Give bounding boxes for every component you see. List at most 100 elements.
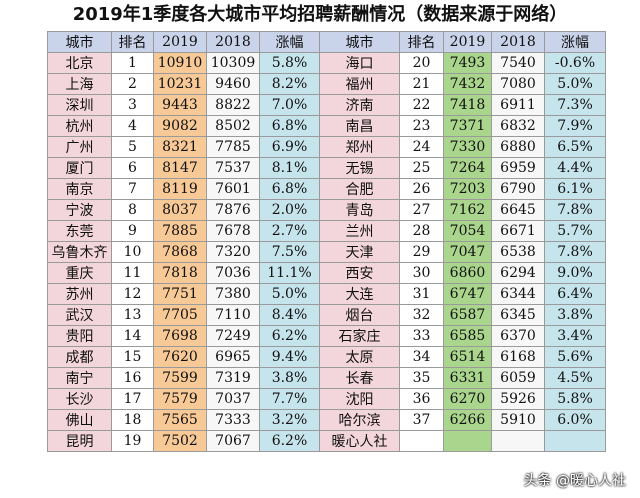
salary-2019-cell xyxy=(443,430,492,452)
growth-cell: 4.5% xyxy=(544,367,606,389)
salary-2019-cell: 10910 xyxy=(153,52,207,74)
rank-cell: 2 xyxy=(111,73,154,95)
salary-2019-cell: 7162 xyxy=(443,199,492,221)
city-cell: 天津 xyxy=(319,241,400,263)
page-title: 2019年1季度各大城市平均招聘薪酬情况（数据来源于网络） xyxy=(72,4,568,25)
salary-2018-cell: 6671 xyxy=(491,220,545,242)
salary-2019-cell: 8321 xyxy=(153,136,207,158)
watermark: 头条 @暖心人社 xyxy=(523,473,626,489)
salary-2018-cell: 6370 xyxy=(491,325,545,347)
salary-2019-cell: 7565 xyxy=(153,409,207,431)
salary-2018-cell: 9460 xyxy=(206,73,260,95)
salary-2018-cell: 7380 xyxy=(206,283,260,305)
rank-cell: 18 xyxy=(111,409,154,431)
city-cell: 哈尔滨 xyxy=(319,409,400,431)
salary-2018-cell: 8502 xyxy=(206,115,260,137)
salary-2019-cell: 6587 xyxy=(443,304,492,326)
rank-cell: 3 xyxy=(111,94,154,116)
salary-2018-cell: 7067 xyxy=(206,430,260,452)
growth-cell: 5.7% xyxy=(544,220,606,242)
rank-cell: 15 xyxy=(111,346,154,368)
salary-2019-cell: 7203 xyxy=(443,178,492,200)
rank-cell: 25 xyxy=(399,157,444,179)
salary-table: 城市 排名 2019 2018 涨幅 城市 排名 2019 2018 涨幅 北京 1 10910 1030… xyxy=(47,31,606,452)
growth-cell: 3.8% xyxy=(544,304,606,326)
rank-cell: 24 xyxy=(399,136,444,158)
salary-2019-cell: 7047 xyxy=(443,241,492,263)
salary-2019-cell: 7620 xyxy=(153,346,207,368)
growth-cell: 8.2% xyxy=(259,73,320,95)
salary-2018-cell: 6344 xyxy=(491,283,545,305)
salary-2019-cell: 6747 xyxy=(443,283,492,305)
table-row: 贵阳 14 7698 7249 6.2% 石家庄 33 6585 6370 3.4% xyxy=(47,325,606,347)
city-cell: 北京 xyxy=(47,52,112,74)
table-row: 深圳 3 9443 8822 7.0% 济南 22 7418 6911 7.3% xyxy=(47,94,606,116)
city-cell: 深圳 xyxy=(47,94,112,116)
growth-cell: 5.0% xyxy=(259,283,320,305)
growth-cell: 5.8% xyxy=(259,52,320,74)
city-cell: 长沙 xyxy=(47,388,112,410)
growth-cell: 4.4% xyxy=(544,157,606,179)
table-row: 武汉 13 7705 7110 8.4% 烟台 32 6587 6345 3.8% xyxy=(47,304,606,326)
salary-2018-cell: 6832 xyxy=(491,115,545,137)
salary-2018-cell: 10309 xyxy=(206,52,260,74)
city-cell: 大连 xyxy=(319,283,400,305)
city-cell: 长春 xyxy=(319,367,400,389)
header-cell: 2018 xyxy=(491,31,545,53)
rank-cell xyxy=(399,430,444,452)
city-cell: 济南 xyxy=(319,94,400,116)
header-cell: 涨幅 xyxy=(544,31,606,53)
salary-2019-cell: 6331 xyxy=(443,367,492,389)
table-row: 杭州 4 9082 8502 6.8% 南昌 23 7371 6832 7.9% xyxy=(47,115,606,137)
city-cell: 无锡 xyxy=(319,157,400,179)
growth-cell: 7.0% xyxy=(259,94,320,116)
rank-cell: 22 xyxy=(399,94,444,116)
salary-2018-cell: 5910 xyxy=(491,409,545,431)
rank-cell: 29 xyxy=(399,241,444,263)
city-cell: 青岛 xyxy=(319,199,400,221)
table-row: 昆明 19 7502 7067 6.2% 暖心人社 xyxy=(47,430,606,452)
salary-2019-cell: 6860 xyxy=(443,262,492,284)
table-row: 南宁 16 7599 7319 3.8% 长春 35 6331 6059 4.5% xyxy=(47,367,606,389)
salary-2019-cell: 7371 xyxy=(443,115,492,137)
city-cell: 苏州 xyxy=(47,283,112,305)
growth-cell: 8.1% xyxy=(259,157,320,179)
growth-cell: 7.3% xyxy=(544,94,606,116)
growth-cell: 6.2% xyxy=(259,430,320,452)
city-cell: 上海 xyxy=(47,73,112,95)
city-cell: 南京 xyxy=(47,178,112,200)
growth-cell: 7.8% xyxy=(544,199,606,221)
salary-2019-cell: 9443 xyxy=(153,94,207,116)
rank-cell: 36 xyxy=(399,388,444,410)
growth-cell: 5.8% xyxy=(544,388,606,410)
salary-2019-cell: 7868 xyxy=(153,241,207,263)
header-cell: 排名 xyxy=(399,31,444,53)
table-row: 上海 2 10231 9460 8.2% 福州 21 7432 7080 5.0% xyxy=(47,73,606,95)
salary-2019-cell: 8119 xyxy=(153,178,207,200)
salary-2019-cell: 7698 xyxy=(153,325,207,347)
rank-cell: 12 xyxy=(111,283,154,305)
salary-2018-cell: 6911 xyxy=(491,94,545,116)
rank-cell: 30 xyxy=(399,262,444,284)
rank-cell: 14 xyxy=(111,325,154,347)
salary-2019-cell: 7264 xyxy=(443,157,492,179)
city-cell: 昆明 xyxy=(47,430,112,452)
city-cell: 广州 xyxy=(47,136,112,158)
rank-cell: 28 xyxy=(399,220,444,242)
rank-cell: 34 xyxy=(399,346,444,368)
growth-cell xyxy=(544,430,606,452)
table-row: 宁波 8 8037 7876 2.0% 青岛 27 7162 6645 7.8% xyxy=(47,199,606,221)
salary-2018-cell xyxy=(491,430,545,452)
salary-2018-cell: 7320 xyxy=(206,241,260,263)
salary-2018-cell: 6059 xyxy=(491,367,545,389)
rank-cell: 19 xyxy=(111,430,154,452)
table-row: 重庆 11 7818 7036 11.1% 西安 30 6860 6294 9.0% xyxy=(47,262,606,284)
salary-2018-cell: 6345 xyxy=(491,304,545,326)
rank-cell: 26 xyxy=(399,178,444,200)
city-cell: 兰州 xyxy=(319,220,400,242)
salary-2019-cell: 7054 xyxy=(443,220,492,242)
header-cell: 城市 xyxy=(319,31,400,53)
growth-cell: 5.6% xyxy=(544,346,606,368)
salary-2019-cell: 9082 xyxy=(153,115,207,137)
salary-2019-cell: 6266 xyxy=(443,409,492,431)
